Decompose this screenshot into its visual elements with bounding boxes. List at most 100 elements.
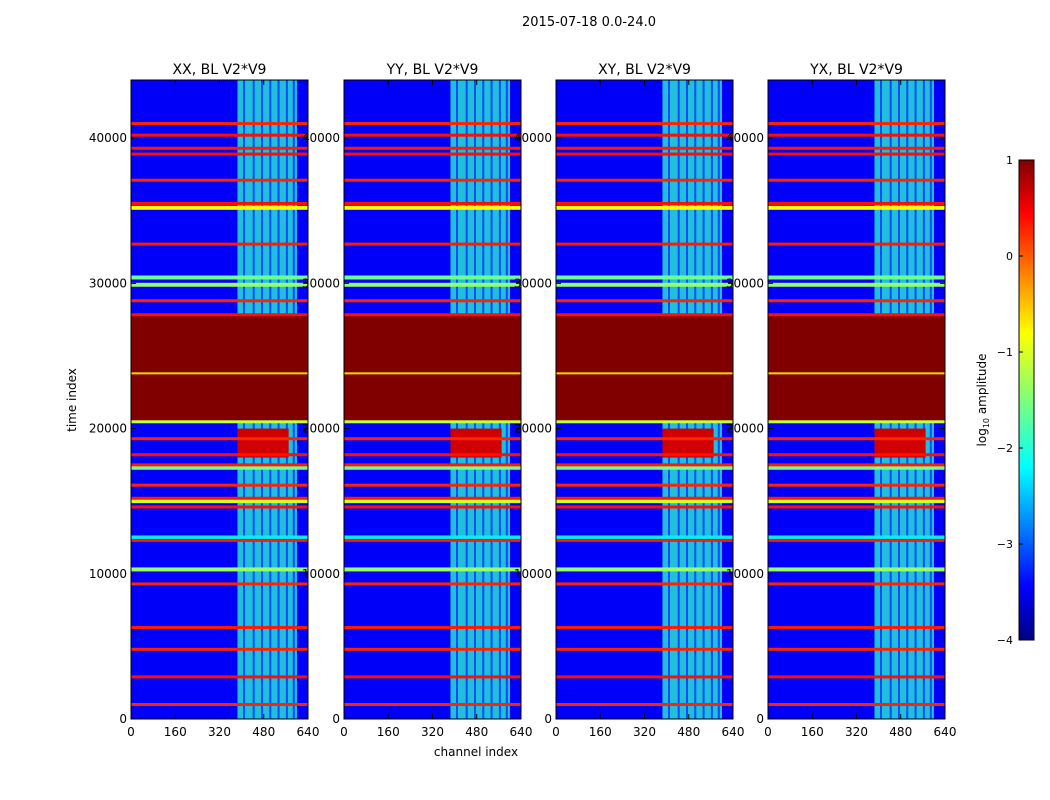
x-tick-label: 480 xyxy=(677,725,700,739)
saturated-row-line xyxy=(768,372,945,375)
panel-title: XX, BL V2*V9 xyxy=(173,62,267,78)
colorbar-label: log10 amplitude xyxy=(975,354,991,447)
bright-row xyxy=(131,465,308,470)
y-tick-label: 40000 xyxy=(302,131,340,145)
y-tick-label: 20000 xyxy=(302,422,340,436)
y-tick-label: 40000 xyxy=(89,131,127,145)
saturated-row-line xyxy=(556,372,733,375)
x-tick-label: 0 xyxy=(127,725,135,739)
bright-row xyxy=(556,275,733,280)
colorbar-tick-label: −2 xyxy=(997,442,1013,455)
flag-row xyxy=(131,647,308,651)
x-tick-label: 480 xyxy=(465,725,488,739)
x-tick-label: 160 xyxy=(377,725,400,739)
flag-row xyxy=(131,483,308,487)
flag-row xyxy=(344,647,521,651)
y-tick-label: 30000 xyxy=(726,276,764,290)
flag-row xyxy=(131,152,308,156)
flag-row xyxy=(556,483,733,487)
flag-row xyxy=(556,133,733,137)
saturated-edge xyxy=(344,313,521,317)
flag-row xyxy=(556,647,733,651)
panels: XX, BL V2*V9 0 160 320 480 640 0 10000 20000 3000… xyxy=(89,62,957,739)
flag-row xyxy=(768,453,945,457)
bright-row xyxy=(556,567,733,572)
colorbar-tick-label: 1 xyxy=(1006,154,1013,167)
flag-row xyxy=(768,242,945,246)
strong-rfi-block xyxy=(874,428,926,458)
x-tick-label: 160 xyxy=(801,725,824,739)
flag-row xyxy=(131,133,308,137)
flag-row xyxy=(556,463,733,467)
x-tick-label: 320 xyxy=(845,725,868,739)
flag-row xyxy=(131,505,308,509)
y-tick-label: 30000 xyxy=(89,276,127,290)
colorbar-tick-label: −3 xyxy=(997,538,1013,551)
y-tick-label: 20000 xyxy=(89,422,127,436)
x-tick-label: 320 xyxy=(208,725,231,739)
x-axis-label: channel index xyxy=(434,745,518,759)
saturated-edge xyxy=(768,313,945,317)
flag-row xyxy=(768,299,945,303)
y-tick-label: 0 xyxy=(544,712,552,726)
bright-row xyxy=(344,275,521,280)
y-axis-label: time index xyxy=(65,368,79,432)
bright-row xyxy=(131,499,308,504)
panel-3: YX, BL V2*V9 0 160 320 480 640 0 10000 20000 3000… xyxy=(726,62,957,739)
flag-row xyxy=(131,146,308,150)
flag-row xyxy=(344,702,521,706)
flag-row xyxy=(556,437,733,441)
flag-row xyxy=(768,133,945,137)
flag-row xyxy=(344,626,521,630)
y-tick-label: 10000 xyxy=(726,567,764,581)
flag-row xyxy=(344,122,521,126)
x-tick-label: 0 xyxy=(552,725,560,739)
flag-row xyxy=(768,146,945,150)
y-tick-label: 30000 xyxy=(514,276,552,290)
flag-row xyxy=(556,496,733,500)
bright-row xyxy=(131,282,308,287)
saturated-edge xyxy=(131,313,308,317)
bright-row xyxy=(556,499,733,504)
flag-row xyxy=(768,178,945,182)
flag-row xyxy=(344,133,521,137)
bright-row xyxy=(556,535,733,540)
panel-2: XY, BL V2*V9 0 160 320 480 640 0 10000 20000 3000… xyxy=(514,62,745,739)
figure-suptitle: 2015-07-18 0.0-24.0 xyxy=(522,15,656,30)
panel-1: YY, BL V2*V9 0 160 320 480 640 0 10000 20000 3000… xyxy=(302,62,533,739)
flag-row xyxy=(131,675,308,679)
strong-rfi-block xyxy=(450,428,502,458)
strong-rfi-block xyxy=(237,428,289,458)
y-tick-label: 20000 xyxy=(726,422,764,436)
flag-row xyxy=(131,463,308,467)
flag-row xyxy=(768,463,945,467)
x-tick-label: 320 xyxy=(633,725,656,739)
flag-row xyxy=(556,152,733,156)
flag-row xyxy=(344,675,521,679)
bright-row xyxy=(556,282,733,287)
flag-row xyxy=(344,496,521,500)
flag-row xyxy=(556,201,733,205)
flag-row xyxy=(768,702,945,706)
flag-row xyxy=(556,582,733,586)
saturated-block xyxy=(131,315,308,422)
flag-row xyxy=(556,242,733,246)
flag-row xyxy=(131,582,308,586)
panel-title: YY, BL V2*V9 xyxy=(386,62,479,78)
x-tick-label: 320 xyxy=(421,725,444,739)
colorbar-tick-label: −1 xyxy=(997,346,1013,359)
y-tick-label: 40000 xyxy=(726,131,764,145)
saturated-row-line xyxy=(344,372,521,375)
bright-row xyxy=(768,499,945,504)
x-tick-label: 160 xyxy=(164,725,187,739)
y-tick-label: 0 xyxy=(119,712,127,726)
bright-row xyxy=(344,535,521,540)
flag-row xyxy=(131,453,308,457)
colorbar: 1 0 −1 −2 −3 −4 log10 amplitude xyxy=(975,154,1035,647)
flag-row xyxy=(556,178,733,182)
bright-row xyxy=(131,275,308,280)
x-tick-label: 640 xyxy=(510,725,533,739)
flag-row xyxy=(344,178,521,182)
saturated-block xyxy=(556,315,733,422)
x-tick-label: 0 xyxy=(764,725,772,739)
